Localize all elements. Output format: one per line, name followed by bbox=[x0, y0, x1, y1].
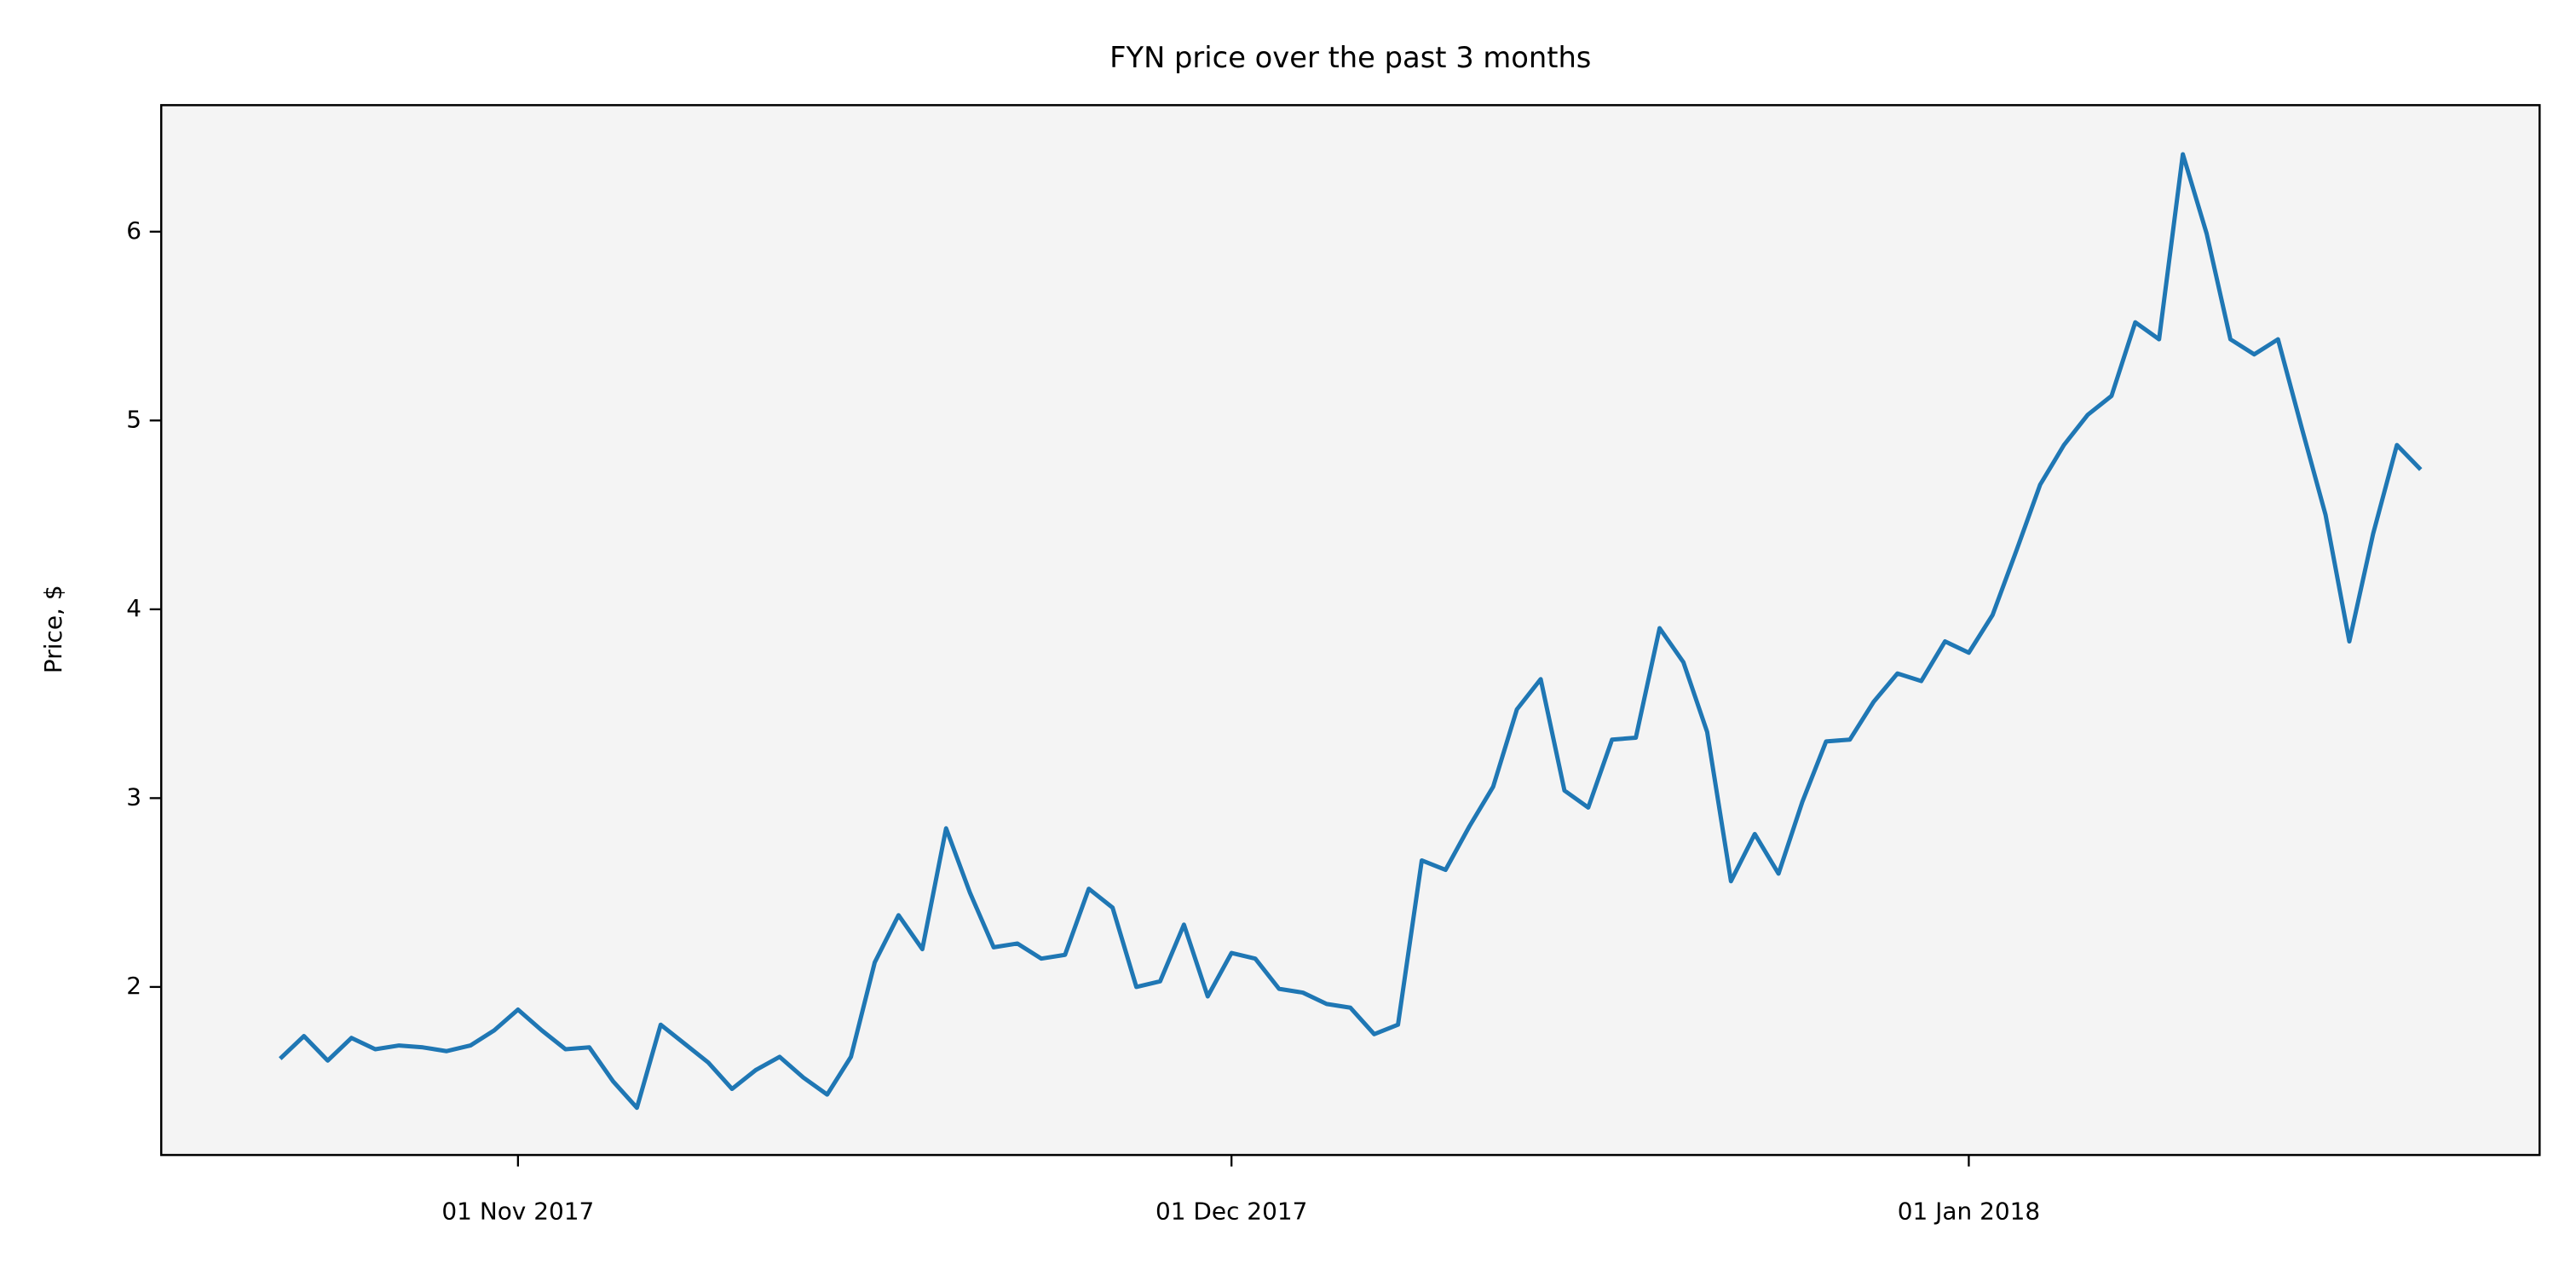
x-tick-label: 01 Jan 2018 bbox=[1898, 1198, 2040, 1226]
plot-area bbox=[161, 105, 2540, 1156]
y-tick-label: 5 bbox=[126, 405, 141, 433]
plot-frame bbox=[159, 104, 2541, 1157]
y-tick-label: 3 bbox=[126, 782, 141, 811]
y-tick-label: 2 bbox=[126, 972, 141, 1000]
x-tick-label: 01 Nov 2017 bbox=[441, 1198, 594, 1226]
price-line bbox=[279, 152, 2423, 1111]
y-axis-label: Price, $ bbox=[39, 585, 67, 673]
chart-title: FYN price over the past 3 months bbox=[1109, 41, 1591, 74]
y-tick-label: 6 bbox=[126, 216, 141, 245]
x-tick-label: 01 Dec 2017 bbox=[1155, 1198, 1307, 1226]
y-tick-label: 4 bbox=[126, 594, 141, 622]
